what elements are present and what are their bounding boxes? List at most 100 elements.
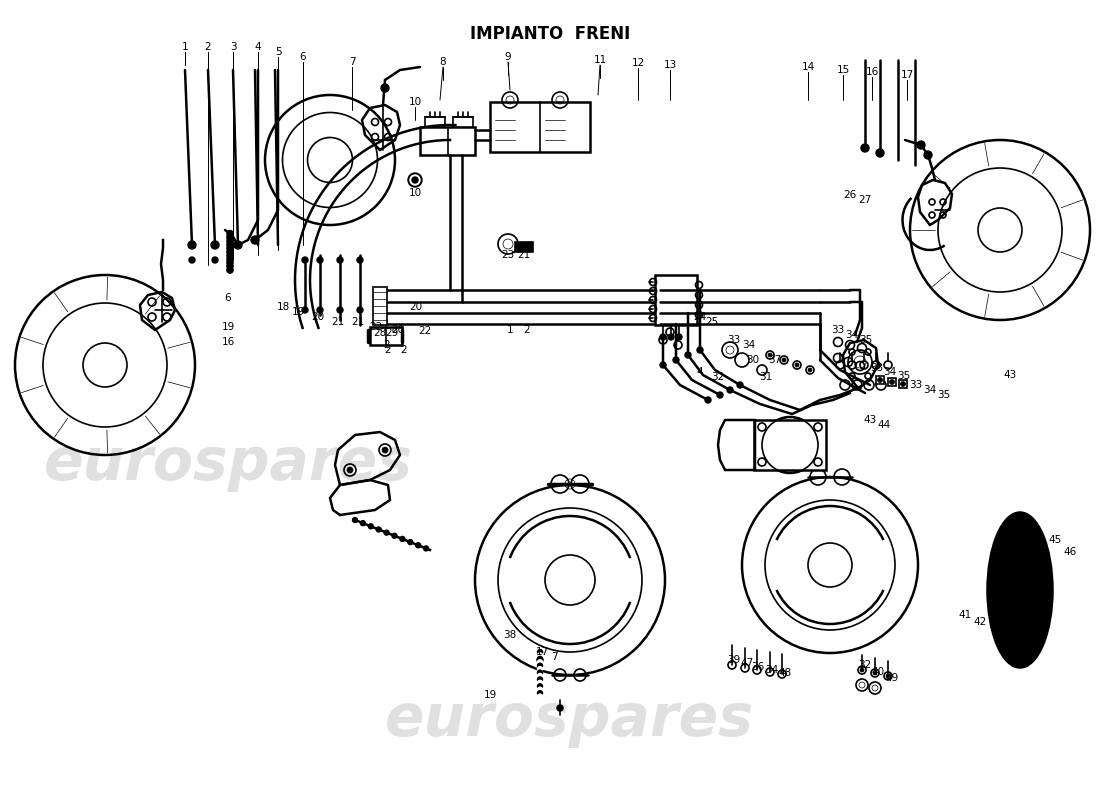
Circle shape (538, 666, 542, 672)
Text: 34: 34 (923, 385, 936, 395)
Circle shape (538, 680, 542, 686)
Circle shape (673, 357, 679, 363)
Circle shape (717, 392, 723, 398)
Circle shape (361, 521, 365, 526)
Circle shape (424, 546, 429, 551)
Circle shape (878, 378, 882, 382)
Text: 9: 9 (505, 52, 512, 62)
Circle shape (538, 660, 542, 665)
Circle shape (227, 260, 233, 266)
Circle shape (860, 668, 864, 672)
Text: 2: 2 (384, 340, 390, 350)
Text: 13: 13 (663, 60, 676, 70)
Circle shape (538, 663, 542, 668)
Circle shape (317, 307, 323, 313)
Text: 22: 22 (418, 326, 431, 336)
Text: 39: 39 (727, 655, 740, 665)
Text: 47: 47 (740, 658, 754, 668)
Text: 45: 45 (1048, 535, 1062, 545)
Circle shape (676, 334, 682, 340)
Text: 24: 24 (693, 312, 706, 322)
Circle shape (538, 677, 542, 682)
Circle shape (227, 238, 233, 244)
Text: 1: 1 (507, 325, 514, 335)
Text: 18: 18 (276, 302, 289, 312)
Circle shape (660, 334, 666, 340)
Circle shape (234, 241, 242, 249)
Text: 38: 38 (504, 630, 517, 640)
Bar (515, 242, 534, 252)
Bar (654, 275, 697, 325)
Text: 2: 2 (205, 42, 211, 52)
Bar (490, 102, 590, 152)
Circle shape (538, 690, 542, 696)
Text: 17: 17 (536, 647, 549, 657)
Circle shape (346, 467, 353, 473)
Circle shape (668, 334, 674, 340)
Text: 32: 32 (858, 660, 871, 670)
Circle shape (251, 236, 258, 244)
Text: 6: 6 (299, 52, 306, 62)
Circle shape (358, 257, 363, 263)
Circle shape (808, 368, 812, 372)
Text: 11: 11 (593, 55, 606, 65)
Circle shape (189, 257, 195, 263)
Bar (370, 327, 402, 345)
Text: 5: 5 (275, 47, 282, 57)
Text: 34: 34 (742, 340, 756, 350)
Text: 29: 29 (385, 328, 398, 338)
Text: 6: 6 (224, 293, 231, 303)
Circle shape (408, 173, 422, 187)
Circle shape (538, 687, 542, 692)
Text: 21: 21 (517, 250, 530, 260)
Circle shape (227, 267, 233, 273)
Text: 34: 34 (883, 367, 896, 377)
Text: 46: 46 (1064, 547, 1077, 557)
Circle shape (381, 84, 389, 92)
Circle shape (768, 353, 772, 357)
Circle shape (212, 257, 218, 263)
Circle shape (873, 671, 877, 675)
Text: 42: 42 (974, 617, 987, 627)
Circle shape (211, 241, 219, 249)
Circle shape (538, 656, 542, 662)
Text: 41: 41 (958, 610, 971, 620)
Text: 10: 10 (408, 97, 421, 107)
Text: 22: 22 (370, 322, 383, 332)
Text: 19: 19 (221, 322, 234, 332)
Text: 27: 27 (858, 195, 871, 205)
Text: 31: 31 (759, 372, 772, 382)
Circle shape (660, 362, 666, 368)
Circle shape (861, 144, 869, 152)
Text: 48: 48 (779, 668, 792, 678)
Text: 10: 10 (408, 188, 421, 198)
Circle shape (538, 650, 542, 654)
Circle shape (737, 382, 742, 388)
Circle shape (302, 307, 308, 313)
Text: 33: 33 (832, 325, 845, 335)
Text: 2: 2 (524, 325, 530, 335)
Text: 4: 4 (696, 367, 703, 377)
Circle shape (795, 363, 799, 367)
Circle shape (227, 230, 233, 237)
Text: IMPIANTO  FRENI: IMPIANTO FRENI (470, 25, 630, 43)
Text: 36: 36 (751, 662, 764, 672)
Circle shape (685, 352, 691, 358)
Text: 21: 21 (331, 317, 344, 327)
Circle shape (227, 245, 233, 251)
Bar (425, 117, 446, 127)
Text: eurospares: eurospares (385, 691, 754, 749)
Ellipse shape (988, 513, 1053, 667)
Circle shape (408, 540, 412, 545)
Text: 20: 20 (409, 302, 422, 312)
Circle shape (901, 382, 905, 386)
Circle shape (382, 447, 388, 453)
Text: 19: 19 (483, 690, 496, 700)
Text: 25: 25 (705, 317, 718, 327)
Circle shape (416, 542, 420, 548)
Text: 16: 16 (866, 67, 879, 77)
Text: 49: 49 (886, 673, 899, 683)
Bar (876, 376, 884, 384)
Text: 37: 37 (769, 355, 782, 365)
Circle shape (538, 684, 542, 689)
